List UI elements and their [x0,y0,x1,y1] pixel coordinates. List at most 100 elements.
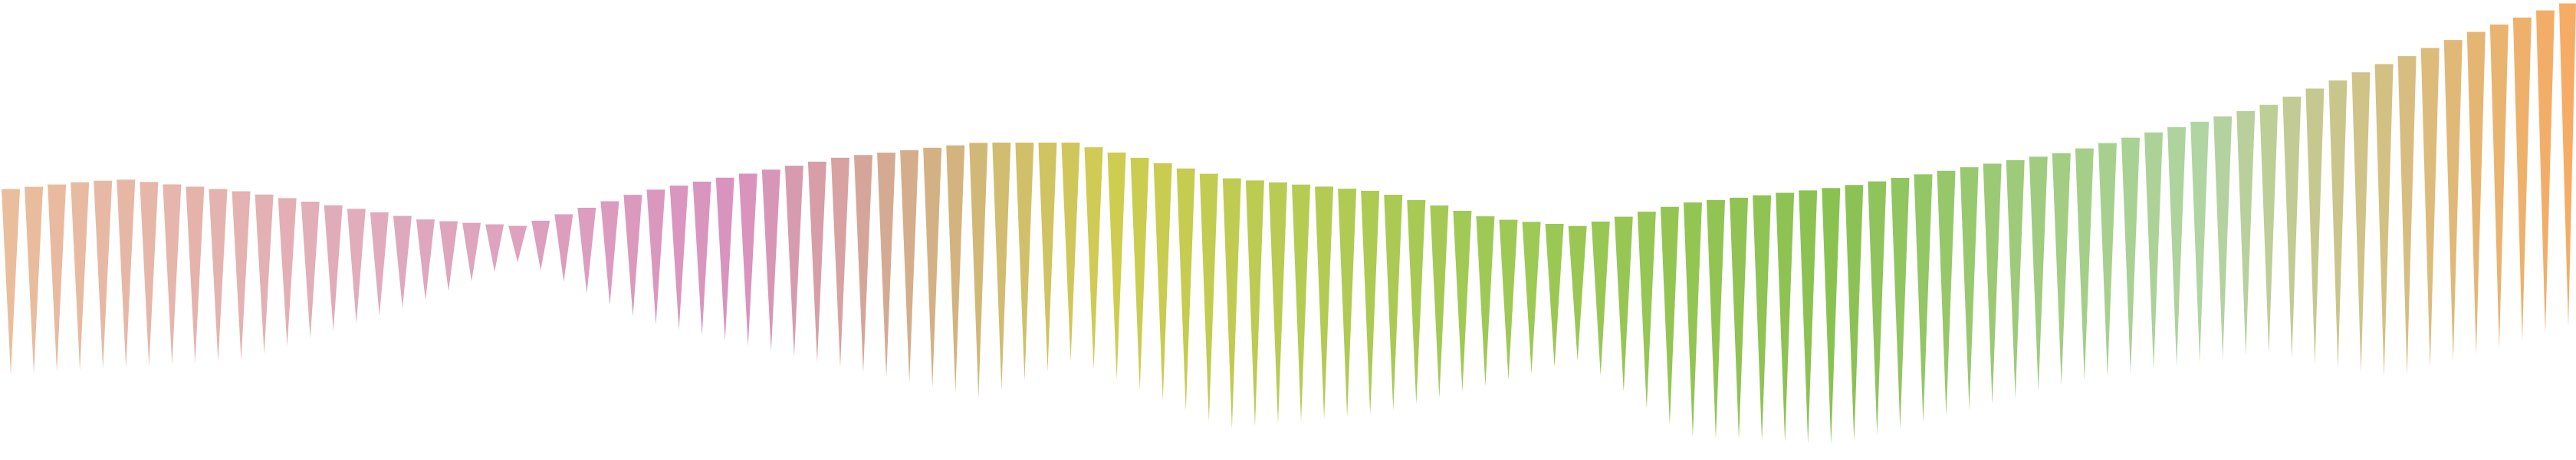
wave-spike [1015,143,1034,381]
wave-spike [1960,167,1979,411]
wave-spike [2305,88,2325,364]
wave-spike [1937,170,1956,417]
wave-spike [278,198,297,347]
wave-spike [163,184,182,365]
wave-spike [2029,156,2048,392]
wave-spike [2167,127,2187,366]
wave-spike [646,189,665,325]
wave-spike [2098,143,2117,378]
wave-spike [2006,159,2025,399]
wave-spike [715,177,734,341]
wave-spike [1637,212,1656,409]
wave-spike [2,189,20,376]
wave-spike [600,201,619,305]
wave-spike [71,182,90,371]
wave-spike [923,147,942,388]
wave-spike [2213,116,2233,360]
wave-spike [1361,190,1380,416]
wave-spike [416,219,435,301]
wave-spike [2144,132,2164,370]
wave-spike [2489,24,2509,348]
wave-spike [1315,186,1334,420]
wave-spike [623,195,642,317]
wave-spike [1453,211,1472,393]
wave-spike [2420,48,2440,369]
wave-spike [1614,216,1633,393]
wave-spike [1407,200,1426,405]
wave-spike [1292,184,1311,422]
wave-spike [2397,56,2417,376]
wave-spike [2443,40,2463,362]
wave-spike [1660,206,1679,426]
wave-spike [1338,189,1357,418]
wave-spike [209,189,228,363]
wave-spike [854,155,872,373]
wave-spike [324,205,343,331]
wave-spike [784,166,803,357]
wave-spike [1084,147,1103,370]
wave-spike [301,202,320,339]
wave-spike [969,143,988,399]
wave-spike [692,181,711,336]
wave-spike [255,194,274,354]
wave-spike [347,209,366,324]
wave-spike [1130,157,1149,390]
wave-spike [2374,64,2394,378]
wave-spike [2259,104,2279,354]
wave-spike [554,214,573,282]
wave-spike [1591,222,1610,376]
wave-spike [25,186,44,374]
wave-spike [761,169,780,352]
wave-spike [462,222,481,282]
wave-spike [1038,143,1057,371]
wave-spike [1522,222,1541,374]
wave-spike [1868,181,1887,435]
wave-spike [1753,195,1772,441]
wave-spike [1176,168,1195,412]
wave-spike [508,225,527,263]
wave-spike [992,143,1011,391]
wave-spike [1822,188,1841,445]
wave-spike [2282,97,2302,360]
wave-spike [232,191,251,361]
wave-spike [577,207,596,294]
wave-spike [2190,121,2210,363]
wave-spike [439,221,458,291]
wave-spike [117,179,136,368]
wave-spike [946,145,965,393]
wave-spike [1683,202,1702,438]
wave-spike [2075,148,2094,381]
wave-spike [2559,3,2576,327]
wave-spike [1845,185,1864,442]
wave-spike [140,182,159,366]
wave-spike [1061,143,1080,362]
wave-spike [48,184,67,373]
wave-spike [877,153,896,378]
wave-spike [370,212,389,316]
wave-spike [1730,197,1749,440]
wave-spike [2535,10,2555,334]
wave-spike [1499,219,1518,380]
wave-spike [1914,174,1933,423]
wave-spike [830,157,849,368]
wave-spike [393,215,412,308]
wave-spike [1891,177,1910,429]
wave-spike [94,180,113,370]
wave-spike [1430,205,1449,399]
wave-spike [2512,17,2532,341]
wave-spike [2328,80,2348,369]
wave-spike [1384,195,1403,411]
wave-spike [900,150,919,383]
wave-spike [1799,190,1818,443]
wave-spike [531,220,550,271]
wave-spike [1568,225,1587,361]
wave-spike [1153,163,1172,401]
wave-spike [1983,163,2002,405]
wave-spike [1199,173,1218,422]
wave-spike [2236,110,2256,356]
wave-spike [1476,216,1495,386]
wave-spike [1707,200,1725,439]
wave-spike [1545,224,1564,367]
wave-spike [1245,180,1264,427]
